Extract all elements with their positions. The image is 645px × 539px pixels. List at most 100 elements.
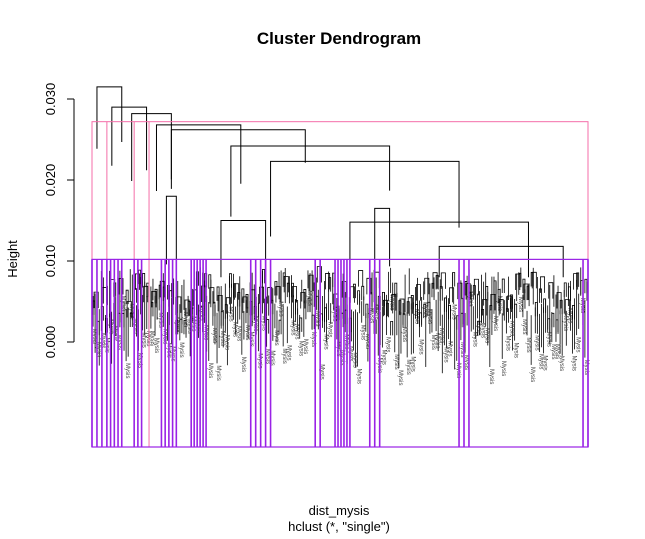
merge-link	[183, 319, 187, 335]
merge-link	[266, 319, 270, 334]
merge-link	[390, 320, 394, 336]
leaf-label: Mysis	[240, 357, 246, 372]
merge-link	[324, 307, 327, 322]
leaf-label: Mysis	[149, 331, 155, 346]
leaf-label: Mysis	[302, 339, 308, 354]
leaf-label: Mysis	[281, 348, 287, 363]
chart-title: Cluster Dendrogram	[257, 29, 421, 48]
merge-link	[295, 300, 299, 315]
merge-link	[325, 273, 331, 290]
leaf-label: Mysis	[583, 360, 589, 375]
leaf-label: Mysis	[438, 328, 444, 343]
merge-link	[101, 287, 107, 304]
leaf-label: Mysis	[236, 326, 242, 341]
merge-link	[394, 282, 398, 298]
merge-link	[427, 301, 431, 317]
merge-link	[292, 286, 297, 303]
leaf-label: Mysis	[409, 356, 415, 371]
merge-link	[143, 285, 149, 303]
leaf-label: Mysis	[393, 354, 399, 369]
leaf-label: Mysis	[124, 363, 130, 378]
leaf-label: Mysis	[480, 323, 486, 338]
merge-link	[154, 288, 158, 304]
leaf-label: Mysis	[426, 309, 432, 324]
merge-link-upper	[96, 86, 123, 149]
merge-link	[307, 297, 311, 313]
merge-link	[584, 278, 588, 294]
y-tick-label: 0.020	[43, 164, 58, 197]
merge-link	[507, 295, 512, 312]
x-axis-label: dist_mysis	[309, 503, 370, 518]
merge-link	[523, 283, 529, 300]
y-tick-label: 0.010	[43, 245, 58, 278]
merge-link	[443, 297, 447, 312]
merge-link	[448, 304, 451, 320]
leaf-label: Mysis	[339, 350, 345, 365]
merge-link	[274, 281, 278, 296]
leaf-label: Mysis	[500, 361, 506, 376]
leaf-label: Mysis	[323, 334, 329, 349]
merge-link	[534, 302, 538, 317]
y-axis: 0.000 0.010 0.020 0.030	[43, 83, 75, 358]
merge-link	[365, 303, 369, 319]
leaf-label: Mysis	[331, 306, 337, 321]
merge-link-upper	[170, 129, 306, 180]
leaf-label: Mysis	[261, 315, 267, 330]
merge-link	[259, 286, 264, 304]
merge-link	[299, 317, 303, 332]
leaf-label: Mysis	[215, 365, 221, 380]
leaf-label: Mysis	[368, 308, 374, 323]
leaf-label: Mysis	[178, 342, 184, 357]
merge-link	[311, 314, 315, 330]
leaf-label: Mysis	[517, 297, 523, 312]
merge-link	[477, 320, 480, 336]
leaf-label: Mysis	[132, 318, 138, 333]
leaf-label: Mysis	[314, 311, 320, 326]
merge-link	[242, 296, 248, 313]
merge-link-upper	[230, 145, 391, 217]
leaf-label: Mysis	[199, 305, 205, 320]
merge-link	[419, 312, 423, 327]
merge-link	[381, 291, 385, 307]
leaf-label: Mysis	[463, 355, 469, 370]
leaf-label: Mysis	[277, 301, 283, 316]
merge-link	[179, 318, 183, 334]
leaf-label: Mysis	[405, 359, 411, 374]
leaf-label: Mysis	[289, 320, 295, 335]
leaf-label: Mysis	[318, 364, 324, 379]
merge-link	[229, 273, 232, 288]
leaf-label: Mysis	[566, 308, 572, 323]
leaf-label: Mysis	[484, 328, 490, 343]
leaf-label: Mysis	[91, 329, 97, 344]
leaf-label: Mysis	[418, 339, 424, 354]
merge-link	[555, 319, 559, 334]
merge-link	[216, 286, 220, 301]
leaf-label: Mysis	[525, 337, 531, 352]
merge-link-upper	[220, 220, 267, 278]
leaf-label: Mysis	[558, 356, 564, 371]
merge-link	[452, 272, 456, 287]
leaf-label: Mysis	[207, 363, 213, 378]
merge-link	[225, 297, 231, 314]
merge-link	[212, 301, 216, 317]
leaf-label: Mysis	[141, 332, 147, 347]
merge-link	[93, 291, 99, 309]
chart-subtitle: hclust (*, "single")	[288, 519, 390, 534]
merge-link	[357, 290, 361, 305]
merge-link	[315, 295, 319, 311]
merge-link	[267, 287, 273, 304]
merge-link	[432, 272, 438, 289]
merge-link-upper	[374, 207, 391, 278]
leaf-label: Mysis	[256, 353, 262, 368]
merge-link	[353, 283, 356, 299]
merge-link	[551, 312, 555, 328]
merge-link	[391, 294, 397, 311]
merge-link	[457, 282, 463, 300]
leaf-label: Mysis	[145, 331, 151, 346]
merge-link	[217, 294, 223, 312]
merge-link	[485, 286, 489, 301]
merge-link	[303, 289, 307, 304]
leaf-label: Mysis	[492, 316, 498, 331]
leaf-label: Mysis	[294, 324, 300, 339]
